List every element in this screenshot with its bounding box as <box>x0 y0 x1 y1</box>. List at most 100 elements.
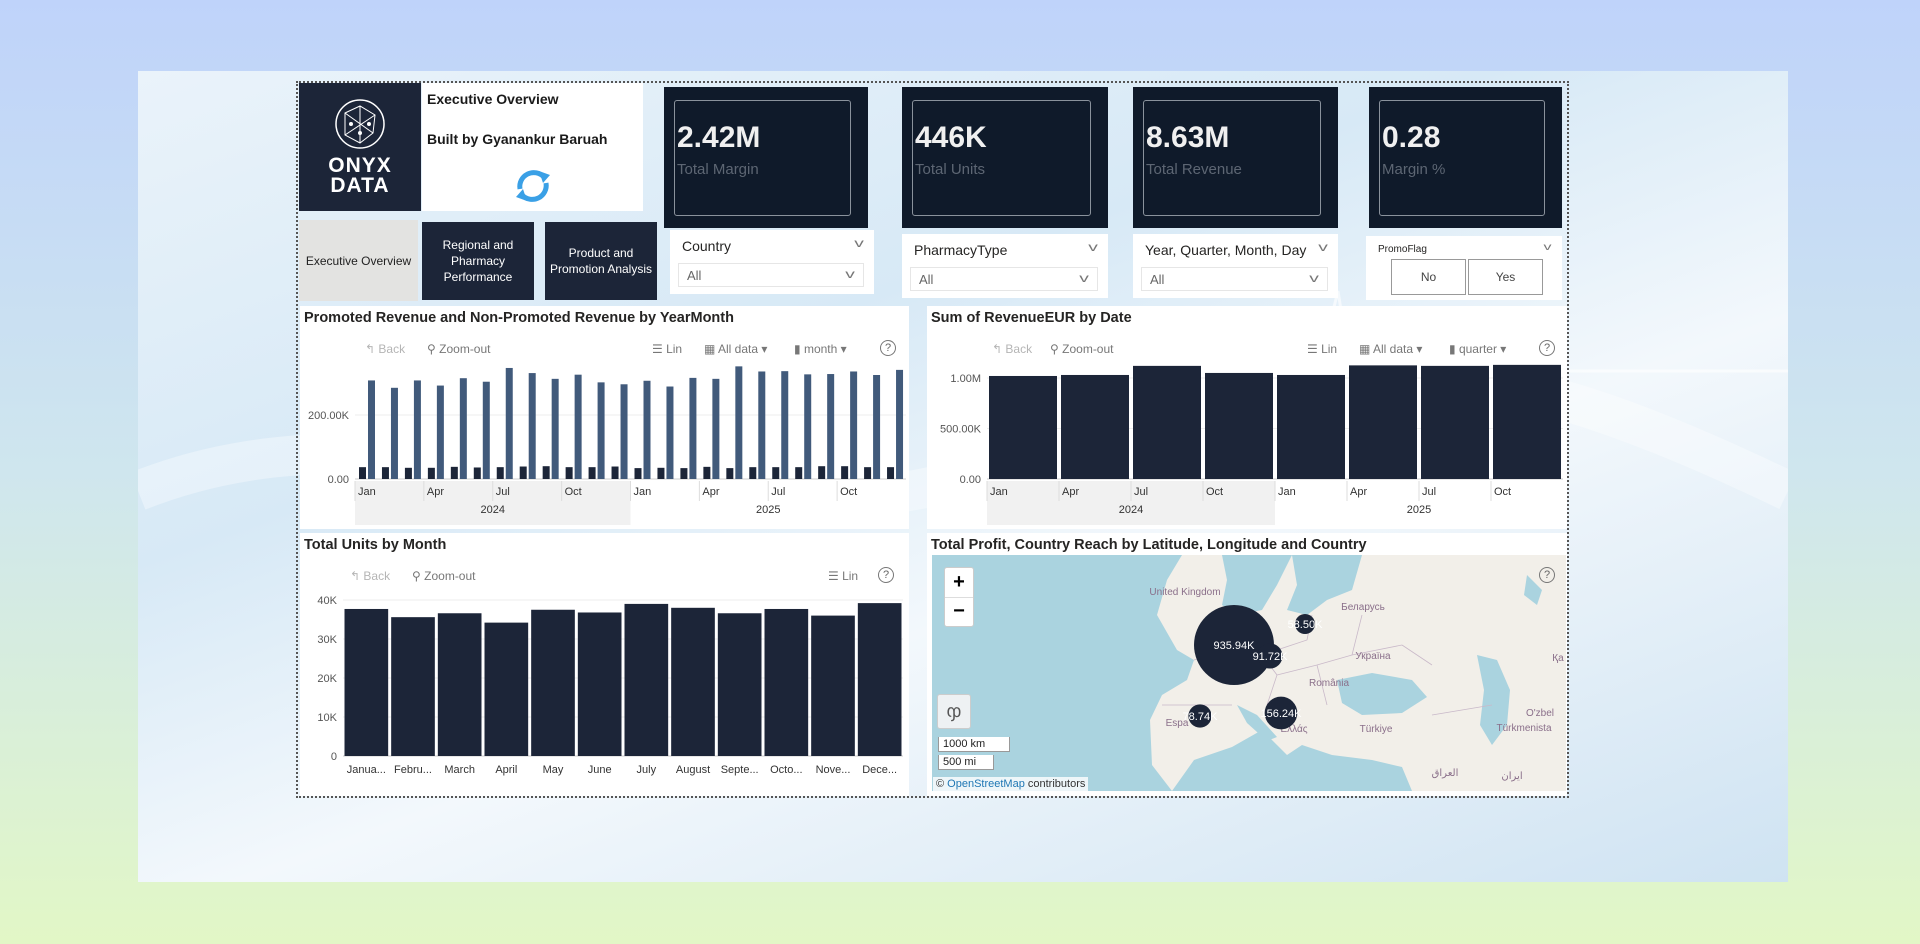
x-tick-label: Febru... <box>394 764 432 776</box>
bar-promoted <box>818 466 826 479</box>
bar-units <box>577 612 622 756</box>
all-data-dropdown[interactable]: ▦ All data ▾ <box>704 342 767 356</box>
year-label: 2025 <box>1407 504 1431 516</box>
bar-non-promoted <box>551 378 559 479</box>
pharmacy-type-slicer: PharmacyType v All v <box>902 234 1108 298</box>
x-tick-label: Oct <box>1494 486 1511 498</box>
bar-non-promoted <box>758 371 766 479</box>
bar-promoted <box>473 467 481 479</box>
zoom-out-icon: ⚲ <box>412 569 421 583</box>
map-place-label: ایران <box>1501 771 1522 782</box>
bar-promoted <box>726 468 734 479</box>
profit-map-visual: Total Profit, Country Reach by Latitude,… <box>927 533 1567 796</box>
x-tick-label: Jan <box>358 486 376 498</box>
back-label: Back <box>378 342 406 356</box>
bar-promoted <box>772 467 780 479</box>
granularity-label: month ▾ <box>803 342 847 356</box>
bar-non-promoted <box>436 385 444 479</box>
all-data-dropdown[interactable]: ▦ All data ▾ <box>1359 342 1422 356</box>
map-bubble-label: 58.50K <box>1288 619 1324 631</box>
country-dropdown[interactable]: All v <box>678 263 864 287</box>
lin-button[interactable]: ☰ Lin <box>652 342 683 356</box>
bar-promoted <box>404 467 412 479</box>
bar-non-promoted <box>390 387 398 479</box>
chart-plot: 0 10K 20K 30K 40K Janua... Febru... March April M… <box>317 595 903 776</box>
y-tick-label: 0.00 <box>960 474 981 486</box>
attribution-text: contributors <box>1027 778 1086 790</box>
back-button[interactable]: ↰ Back <box>992 342 1033 356</box>
promo-flag-slicer: PromoFlag v No Yes <box>1366 236 1562 300</box>
map-place-label: România <box>1309 678 1349 689</box>
bar-promoted <box>542 466 550 479</box>
openstreetmap-link[interactable]: OpenStreetMap <box>947 778 1025 790</box>
y-tick-label: 20K <box>317 673 337 685</box>
zoom-out-button[interactable]: ⚲ Zoom-out <box>412 569 476 583</box>
bar-promoted <box>749 467 757 479</box>
title-card: Executive Overview Built by Gyanankur Ba… <box>422 83 643 211</box>
back-button[interactable]: ↰ Back <box>350 569 391 583</box>
granularity-dropdown[interactable]: ▮ month ▾ <box>794 342 847 356</box>
lin-button[interactable]: ☰ Lin <box>828 569 859 583</box>
bar-non-promoted <box>643 380 651 479</box>
y-tick-label: 1.00M <box>950 373 981 385</box>
map-zoom-out-button[interactable]: − <box>953 600 965 622</box>
help-button[interactable]: ? <box>1539 340 1555 356</box>
bar-units <box>811 615 855 756</box>
chevron-down-icon: v <box>1079 271 1089 285</box>
map-help-button[interactable]: ? <box>1539 565 1555 583</box>
bar-units <box>764 608 809 756</box>
back-button[interactable]: ↰ Back <box>365 342 406 356</box>
nav-regional-pharmacy[interactable]: Regional and Pharmacy Performance <box>422 222 534 300</box>
help-icon: ? <box>1539 340 1555 356</box>
x-tick-label: April <box>495 764 517 776</box>
bar-promoted <box>841 466 849 479</box>
x-tick-label: Apr <box>427 486 444 498</box>
x-tick-label: Septe... <box>721 764 759 776</box>
chevron-down-icon[interactable]: v <box>1318 240 1328 254</box>
lin-label: Lin <box>666 342 683 356</box>
x-tick-label: Jan <box>634 486 652 498</box>
bar-non-promoted <box>781 371 789 479</box>
promo-yes-button[interactable]: Yes <box>1468 259 1543 295</box>
granularity-dropdown[interactable]: ▮ quarter ▾ <box>1449 342 1506 356</box>
granularity-label: quarter ▾ <box>1458 342 1507 356</box>
y-tick-label: 40K <box>317 595 337 607</box>
bar-promoted <box>450 466 458 479</box>
chevron-down-icon[interactable]: v <box>1088 240 1098 254</box>
date-dropdown[interactable]: All v <box>1141 267 1328 291</box>
year-label: 2025 <box>756 504 780 516</box>
bar-non-promoted <box>505 367 513 479</box>
country-slicer: Country v All v <box>670 230 874 294</box>
x-tick-label: August <box>676 764 710 776</box>
help-button[interactable]: ? <box>880 340 896 356</box>
kpi-label: Total Units <box>915 161 986 178</box>
bar-revenue <box>1493 364 1561 479</box>
map-canvas[interactable]: United Kingdom Беларусь Україна România Türk… <box>932 555 1566 791</box>
nav-product-promotion[interactable]: Product and Promotion Analysis <box>545 222 657 300</box>
map-place-label: Türkiye <box>1360 724 1393 735</box>
zoom-out-button[interactable]: ⚲ Zoom-out <box>427 342 491 356</box>
bar-revenue <box>989 375 1057 479</box>
lin-label: Lin <box>1321 342 1338 356</box>
kpi-value: 8.63M <box>1146 121 1230 154</box>
bar-promoted <box>427 467 435 479</box>
chevron-down-icon[interactable]: v <box>1543 242 1552 253</box>
bar-revenue <box>1133 365 1201 479</box>
total-units-by-month-chart: Total Units by Month 0 10K 20K 30K 40K Janua.… <box>300 533 909 796</box>
map-zoom-in-button[interactable]: + <box>945 568 973 598</box>
help-icon: ? <box>1539 567 1555 583</box>
help-button[interactable]: ? <box>878 567 894 583</box>
lasso-select-button[interactable]: ჶ <box>937 694 971 729</box>
lin-label: Lin <box>842 569 859 583</box>
promo-no-button[interactable]: No <box>1391 259 1466 295</box>
x-tick-label: Octo... <box>770 764 802 776</box>
chevron-down-icon[interactable]: v <box>854 236 864 250</box>
refresh-icon[interactable] <box>512 165 554 207</box>
zoom-out-button[interactable]: ⚲ Zoom-out <box>1050 342 1114 356</box>
nav-executive-overview[interactable]: Executive Overview <box>299 220 418 301</box>
x-tick-label: May <box>543 764 564 776</box>
lin-button[interactable]: ☰ Lin <box>1307 342 1338 356</box>
bar-promoted <box>680 468 688 479</box>
map-place-label: Україна <box>1355 651 1391 662</box>
pharmacy-type-dropdown[interactable]: All v <box>910 267 1098 291</box>
